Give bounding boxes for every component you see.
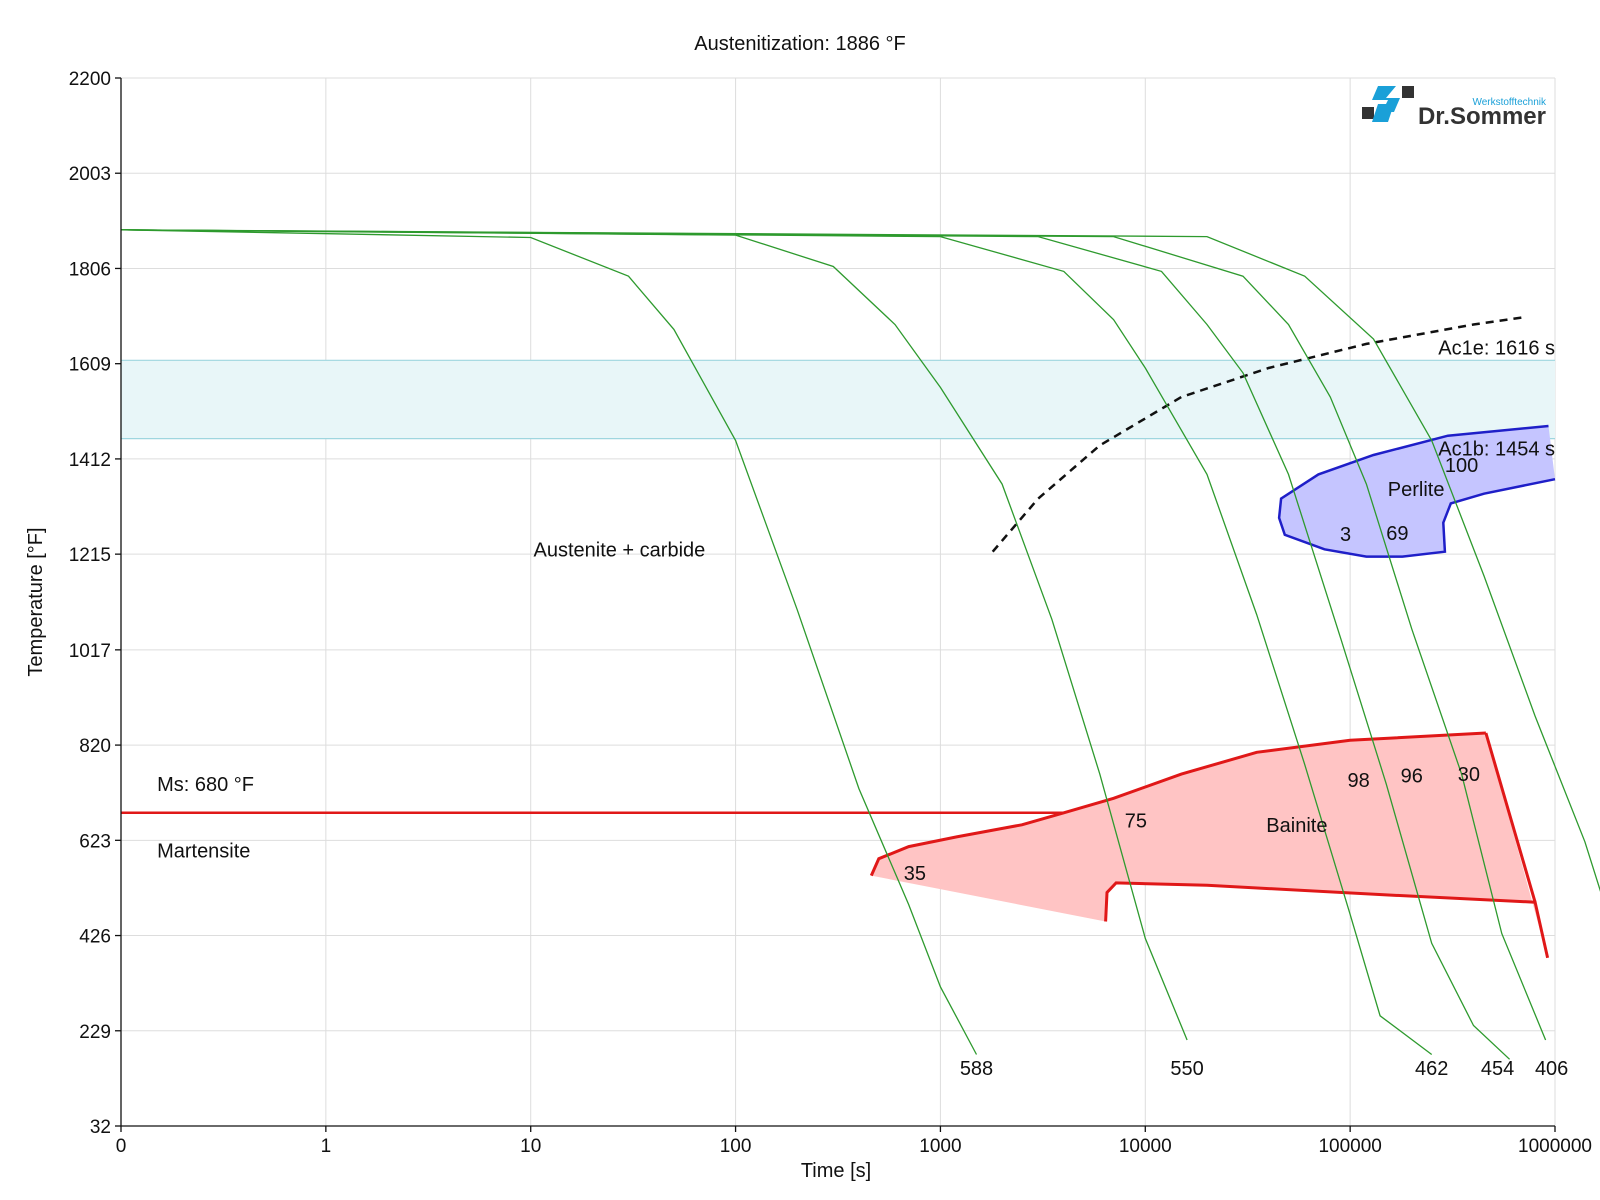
region-value-label: 98 xyxy=(1347,770,1369,792)
y-axis-label: Temperature [°F] xyxy=(25,527,47,676)
cooling-curve-550 xyxy=(120,229,1188,1041)
chart-title: Austenitization: 1886 °F xyxy=(694,33,905,55)
cooling-curves xyxy=(120,229,1600,1060)
ms-label: Ms: 680 °F xyxy=(157,774,254,796)
hardness-label: 462 xyxy=(1415,1058,1448,1080)
ac1b-label: Ac1b: 1454 s xyxy=(1438,439,1555,461)
martensite-label: Martensite xyxy=(157,841,250,863)
logo: Werkstofftechnik Dr.Sommer xyxy=(1362,86,1547,130)
region-value-label: 96 xyxy=(1401,765,1423,787)
x-tick-label: 1000000 xyxy=(1518,1136,1592,1157)
y-tick-label: 2200 xyxy=(69,69,111,90)
y-tick-label: 820 xyxy=(79,736,111,757)
region-value-label: 100 xyxy=(1445,455,1478,477)
y-tick-label: 623 xyxy=(79,831,111,852)
cooling-curve-221 xyxy=(120,229,1600,892)
cooling-curve-454 xyxy=(120,229,1511,1060)
hardness-label: 588 xyxy=(960,1058,993,1080)
x-tick-label: 10000 xyxy=(1119,1136,1172,1157)
logo-subtitle: Werkstofftechnik xyxy=(1472,97,1547,108)
perlite-region-fill xyxy=(1279,426,1555,557)
logo-mark-icon xyxy=(1362,86,1414,122)
y-tick-label: 1017 xyxy=(69,641,111,662)
x-tick-label: 10 xyxy=(520,1136,541,1157)
ac1e-label: Ac1e: 1616 s xyxy=(1438,337,1555,359)
cooling-curve-462 xyxy=(120,229,1433,1056)
y-tick-label: 32 xyxy=(90,1117,111,1138)
perlite-region-edge xyxy=(1277,424,1556,558)
x-tick-label: 1 xyxy=(321,1136,332,1157)
region-value-label: 75 xyxy=(1125,810,1147,832)
y-tick-label: 1215 xyxy=(69,545,111,566)
hardness-label: 550 xyxy=(1170,1058,1203,1080)
y-tick-label: 229 xyxy=(79,1022,111,1043)
y-tick-label: 1412 xyxy=(69,450,111,471)
ac-band-fill xyxy=(121,360,1555,439)
x-tick-label: 1000 xyxy=(919,1136,961,1157)
region-value-label: 35 xyxy=(904,863,926,885)
bainite-upper-edge xyxy=(869,731,1486,877)
bainite-label: Bainite xyxy=(1266,815,1327,837)
y-tick-label: 1806 xyxy=(69,259,111,280)
logo-name: Dr.Sommer xyxy=(1418,103,1546,130)
ac-temperature-band xyxy=(121,359,1555,440)
x-tick-label: 100000 xyxy=(1318,1136,1381,1157)
cooling-curve-588 xyxy=(120,229,978,1055)
x-tick-label: 100 xyxy=(720,1136,752,1157)
x-tick-label: 0 xyxy=(116,1136,127,1157)
y-tick-label: 1609 xyxy=(69,355,111,376)
region-value-label: 3 xyxy=(1340,524,1351,546)
transformation-regions xyxy=(121,424,1556,959)
perlite-label: Perlite xyxy=(1388,479,1445,501)
y-tick-label: 426 xyxy=(79,927,111,948)
hardness-label: 454 xyxy=(1481,1058,1514,1080)
region-value-label: 30 xyxy=(1458,764,1480,786)
x-axis-label: Time [s] xyxy=(801,1160,871,1182)
cooling-curve-406 xyxy=(120,229,1547,1041)
region-value-label: 69 xyxy=(1386,523,1408,545)
y-tick-label: 2003 xyxy=(69,164,111,185)
axes: 32 229 426 623 820 1017 1215 1412 1609 1806 2003 22… xyxy=(69,69,1592,1157)
bainite-right-edge xyxy=(1484,732,1537,903)
bainite-region-fill xyxy=(871,733,1548,958)
hardness-label: 406 xyxy=(1535,1058,1568,1080)
austenite-label: Austenite + carbide xyxy=(533,540,705,562)
